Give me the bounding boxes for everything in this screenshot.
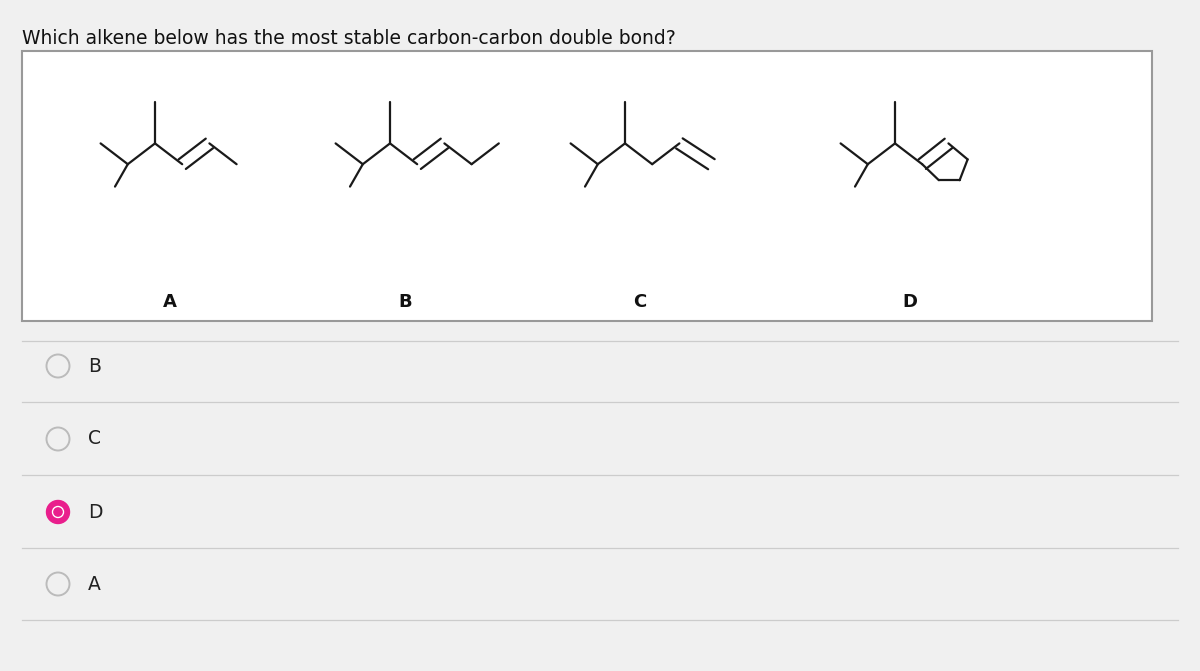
Text: D: D xyxy=(88,503,102,521)
Text: B: B xyxy=(88,356,101,376)
Bar xyxy=(22,51,1152,321)
Text: C: C xyxy=(634,293,647,311)
Circle shape xyxy=(47,501,70,523)
Text: D: D xyxy=(902,293,918,311)
Text: A: A xyxy=(88,574,101,594)
Text: Which alkene below has the most stable carbon-carbon double bond?: Which alkene below has the most stable c… xyxy=(22,29,676,48)
Circle shape xyxy=(53,507,64,517)
Circle shape xyxy=(54,508,62,516)
Text: A: A xyxy=(163,293,176,311)
Text: C: C xyxy=(88,429,101,448)
Text: B: B xyxy=(398,293,412,311)
